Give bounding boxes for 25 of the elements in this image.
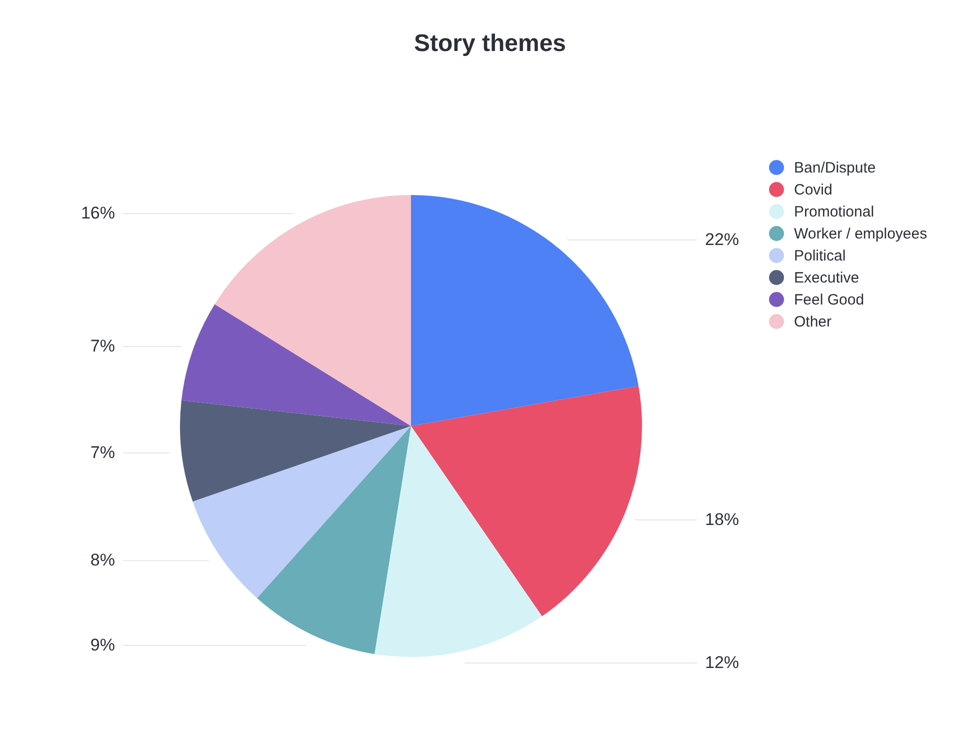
legend-label: Feel Good xyxy=(794,292,864,308)
pie-slice xyxy=(256,426,411,654)
data-label: 12% xyxy=(705,653,740,672)
legend-label: Promotional xyxy=(794,204,874,220)
legend-label: Ban/Dispute xyxy=(794,160,876,176)
legend-label: Executive xyxy=(794,270,860,286)
chart-title: Story themes xyxy=(414,30,566,57)
pie-slice xyxy=(181,304,411,426)
data-label: 22% xyxy=(705,230,740,249)
data-label: 9% xyxy=(90,635,115,654)
data-label: 18% xyxy=(705,510,740,529)
pie-slice xyxy=(180,400,411,502)
pie-slice xyxy=(411,195,638,426)
pie-slice xyxy=(411,386,642,616)
legend-label: Other xyxy=(794,314,832,330)
pie-slice xyxy=(214,195,411,426)
pie-slice xyxy=(374,426,542,657)
data-label: 16% xyxy=(80,204,115,223)
pie-slice xyxy=(192,426,411,598)
data-label: 8% xyxy=(90,550,115,570)
legend-label: Political xyxy=(794,248,846,264)
data-label: 7% xyxy=(90,336,115,356)
legend-label: Covid xyxy=(794,182,832,198)
data-label: 7% xyxy=(90,442,115,462)
legend-label: Worker / employees xyxy=(794,226,928,242)
